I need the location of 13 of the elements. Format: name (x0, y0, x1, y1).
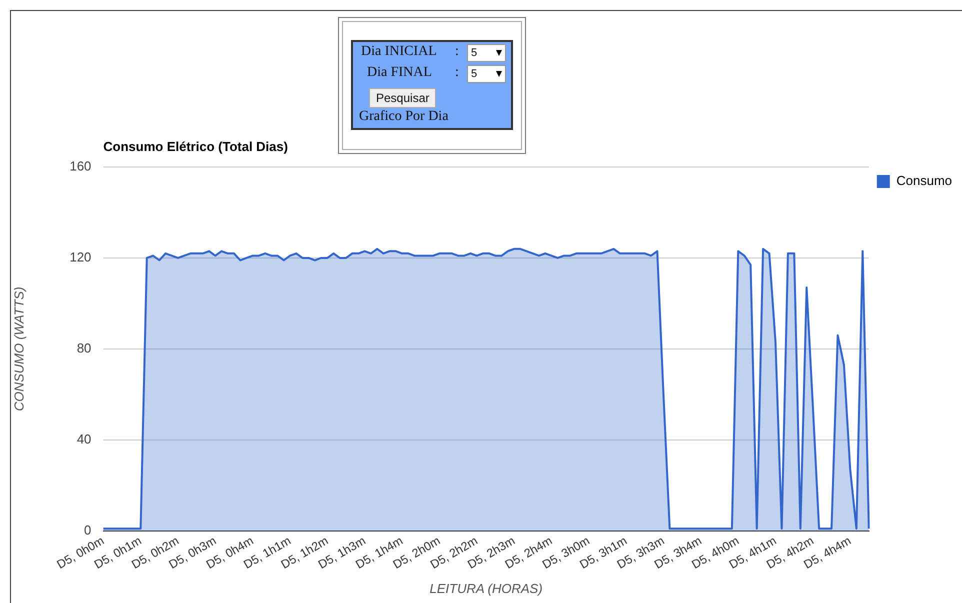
dropdown-field: 5 (467, 44, 506, 62)
legend-label: Consumo (896, 173, 952, 188)
search-button: Pesquisar (369, 88, 436, 108)
chart-title: Consumo Elétrico (Total Dias) (103, 139, 288, 154)
y-axis-title: CONSUMO (WATTS) (11, 286, 26, 412)
y-tick-label: 160 (70, 158, 92, 174)
y-tick-label: 40 (76, 432, 92, 447)
dropdown-field: 5 (467, 65, 506, 83)
y-tick-label: 80 (76, 340, 92, 356)
y-tick-label: 0 (84, 522, 92, 538)
search-form: Dia INICIAL : 5 Dia FINAL : 5 Pesquisar Grafico Por Dia (338, 17, 526, 154)
x-axis-title: LEITURA (HORAS) (430, 580, 543, 596)
y-tick-label: 120 (70, 250, 92, 265)
